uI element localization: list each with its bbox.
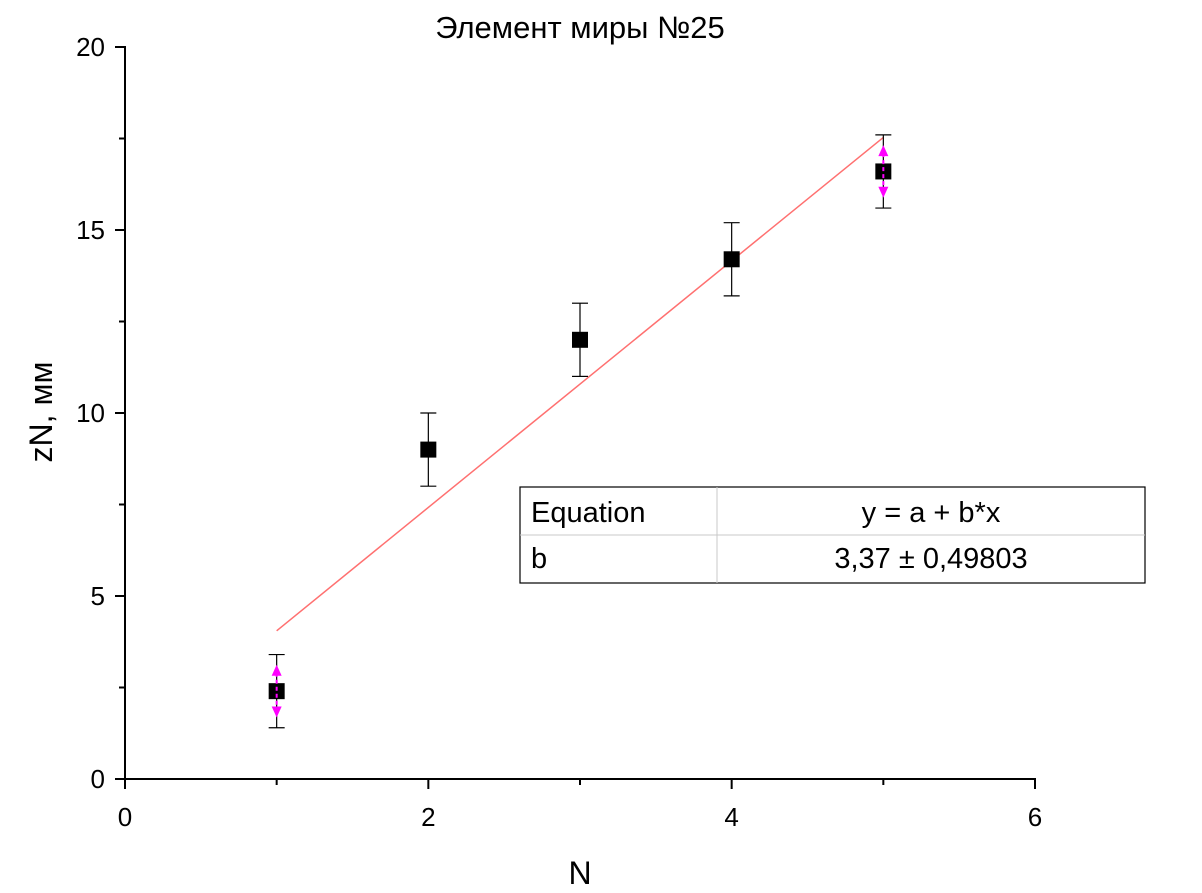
highlight-arrow-head-up xyxy=(878,145,889,157)
error-bars xyxy=(268,134,892,729)
ticks xyxy=(115,46,1036,789)
data-points xyxy=(268,163,892,700)
y-tick-label: 5 xyxy=(91,581,105,611)
y-axis-title: zN, мм xyxy=(23,362,59,463)
data-point xyxy=(875,163,892,180)
fit-table-value-equation: y = a + b*x xyxy=(862,497,1001,529)
highlight-arrow-head-up xyxy=(271,664,282,676)
y-tick-label: 20 xyxy=(76,32,105,62)
x-tick-label: 2 xyxy=(421,802,435,832)
highlight-arrows xyxy=(271,145,889,718)
y-tick-label: 15 xyxy=(76,215,105,245)
fit-line xyxy=(276,136,884,632)
axes xyxy=(124,46,1036,780)
chart-title: Элемент миры №25 xyxy=(435,10,725,45)
x-tick-label: 4 xyxy=(724,802,738,832)
fit-table-label-b: b xyxy=(531,543,547,575)
fit-table-value-b: 3,37 ± 0,49803 xyxy=(834,543,1027,575)
x-axis-title: N xyxy=(568,855,591,891)
x-tick-label: 6 xyxy=(1028,802,1042,832)
data-point xyxy=(268,683,285,700)
highlight-arrow-head-down xyxy=(271,706,282,718)
data-point xyxy=(723,251,740,268)
fit-table: Equation y = a + b*x b 3,37 ± 0,49803 xyxy=(519,486,1146,584)
data-point xyxy=(420,441,437,458)
y-tick-label: 0 xyxy=(91,764,105,794)
highlight-arrow-head-down xyxy=(878,186,889,198)
tick-labels: 0 2 4 6 0 5 10 15 20 xyxy=(76,32,1042,832)
data-point xyxy=(572,331,588,348)
x-tick-label: 0 xyxy=(118,802,132,832)
y-tick-label: 10 xyxy=(76,398,105,428)
fit-table-label-equation: Equation xyxy=(531,497,646,529)
